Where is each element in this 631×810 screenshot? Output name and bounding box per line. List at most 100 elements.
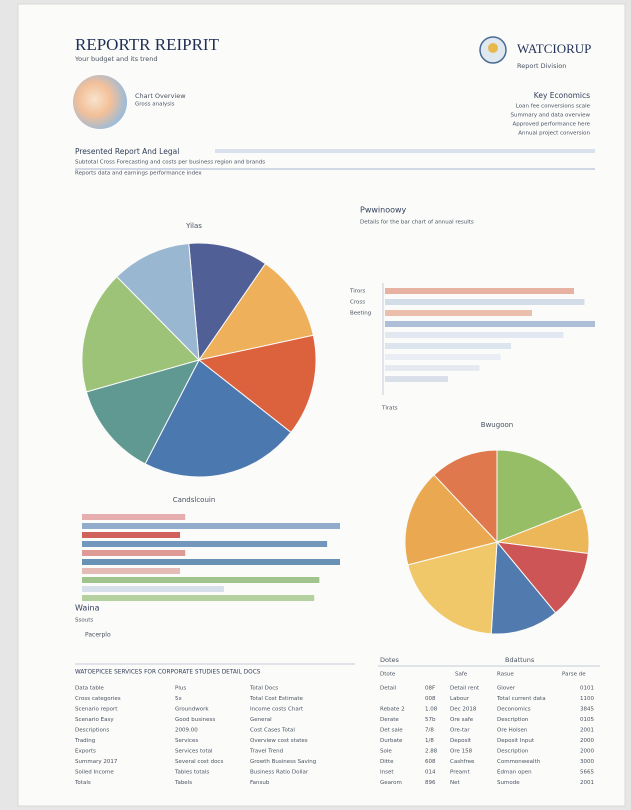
bar xyxy=(385,354,501,360)
bar xyxy=(82,541,327,547)
table-cell: Inset xyxy=(380,770,394,776)
table-cell: 0105 xyxy=(580,717,594,723)
table-cell: Det sale xyxy=(380,728,403,734)
table-cell: Total current data xyxy=(496,696,546,702)
bar xyxy=(82,532,180,538)
table-cell: 2000 xyxy=(580,749,594,755)
brand-sub: Report Division xyxy=(517,62,566,70)
bar-footer: Tlrats xyxy=(381,406,398,412)
table-cell: Deconomics xyxy=(497,707,531,713)
table-cell: 1/8 xyxy=(425,738,434,744)
table-cell: Several cost docs xyxy=(175,759,223,765)
table-cell: Durbate xyxy=(380,738,403,744)
bar-title: Candslcouin xyxy=(173,496,216,504)
table-cell: Preamt xyxy=(450,770,470,776)
bar-label: Beeting xyxy=(350,311,371,317)
notes-title: Waina xyxy=(75,604,100,613)
table-cell: 014 xyxy=(425,770,436,776)
table-cell: Business Ratio Dollar xyxy=(250,770,309,776)
bar xyxy=(82,595,314,601)
table-cell: Growth Business Saving xyxy=(250,759,316,765)
table-cell: Fansub xyxy=(250,780,270,786)
table-cell: Services xyxy=(175,738,198,744)
subtitle: Your budget and its trend xyxy=(74,55,157,63)
table-cell: Services total xyxy=(175,749,213,755)
bar xyxy=(82,550,185,556)
page: REPORTR REIPRIT Your budget and its tren… xyxy=(0,0,631,810)
table-cell: Detail xyxy=(380,686,397,692)
table-cell: Cross categories xyxy=(75,696,121,702)
table-cell: 2009.00 xyxy=(175,728,198,734)
logo-mark xyxy=(488,43,498,53)
table-cell: Deposit Input xyxy=(497,738,535,744)
table-cell: Glover xyxy=(497,686,516,692)
table-cell: Income costs Chart xyxy=(250,707,304,713)
table-cell: Descriptions xyxy=(75,728,109,734)
blob xyxy=(73,75,127,129)
bar xyxy=(385,376,448,382)
table-cell: Net xyxy=(450,780,460,786)
table-subheader: Parse de xyxy=(562,672,586,678)
table-cell: Travel Trend xyxy=(249,749,283,755)
table-cell: Ore-tar xyxy=(450,728,470,734)
bar xyxy=(385,365,480,371)
bar xyxy=(385,332,564,338)
pie-title: Yilas xyxy=(185,222,202,230)
bar xyxy=(385,310,532,316)
table-cell: 1.08 xyxy=(425,707,438,713)
table-subheader: Dtote xyxy=(380,672,396,678)
table-cell: Description xyxy=(497,717,529,723)
bar xyxy=(82,559,340,565)
table-cell: Ore Holsen xyxy=(497,728,528,734)
bar-subtitle: Details for the bar chart of annual resu… xyxy=(360,220,474,226)
bar xyxy=(82,514,185,520)
table-cell: 896 xyxy=(425,780,436,786)
summary-sublabel: Gross analysis xyxy=(135,102,175,108)
table-cell: Cashfree xyxy=(450,759,475,765)
bar-label: Tirors xyxy=(349,289,365,295)
table-cell: Summary 2017 xyxy=(75,759,118,765)
table-cell: Gearom xyxy=(380,780,402,786)
table-cell: Good business xyxy=(175,717,215,723)
table-cell: 3000 xyxy=(580,759,594,765)
table-cell: 2001 xyxy=(580,780,594,786)
section-line: Reports data and earnings performance in… xyxy=(75,171,202,177)
table-cell: Totals xyxy=(74,780,91,786)
pie-title: Bwugoon xyxy=(481,421,513,429)
table-cell: 1100 xyxy=(580,696,594,702)
table-cell: Scenario report xyxy=(75,707,118,713)
table-cell: Ore safe xyxy=(450,717,474,723)
table-cell: Ore 158 xyxy=(450,749,473,755)
band xyxy=(215,149,595,153)
table-cell: Tabels xyxy=(174,780,192,786)
summary-line: Summary and data overview xyxy=(511,113,591,119)
table-cell: 5665 xyxy=(580,770,594,776)
bar-title: Pwwinoowy xyxy=(360,206,407,215)
table-subheader: Safe xyxy=(455,672,468,678)
bar xyxy=(82,577,319,583)
table-cell: Scenario Easy xyxy=(75,717,114,723)
table-cell: Cost Cases Total xyxy=(250,728,295,734)
section-heading: Presented Report And Legal xyxy=(75,147,179,156)
bar xyxy=(385,288,574,294)
table-cell: Labour xyxy=(450,696,470,702)
summary-line: Annual project conversion xyxy=(518,131,590,137)
table-cell: Rebate 2 xyxy=(380,707,405,713)
table-cell: Detail rent xyxy=(450,686,480,692)
bar xyxy=(82,523,340,529)
table-heading: WATOEPICEE SERVICES FOR CORPORATE STUDIE… xyxy=(75,670,261,676)
table-cell: 008 xyxy=(425,696,436,702)
table-cell: Soiled Income xyxy=(75,770,114,776)
table-cell: 0101 xyxy=(580,686,594,692)
notes-line: Ssouts xyxy=(75,618,93,624)
table-cell: 2000 xyxy=(580,738,594,744)
table-cell: Sumode xyxy=(497,780,520,786)
table-cell: 3845 xyxy=(580,707,594,713)
table-cell: Overview cost states xyxy=(250,738,308,744)
bar xyxy=(82,586,224,592)
table-cell: Dec 2018 xyxy=(450,707,477,713)
table-cell: Commonwealth xyxy=(497,759,541,765)
summary-line: Approved performance here xyxy=(513,122,591,128)
table-cell: Data table xyxy=(75,686,104,692)
table-cell: Deposit xyxy=(450,738,472,744)
